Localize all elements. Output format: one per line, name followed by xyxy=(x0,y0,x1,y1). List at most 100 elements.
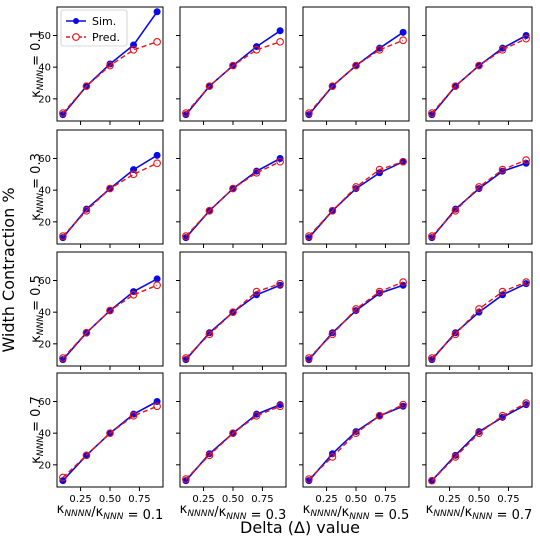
pred-point xyxy=(106,306,114,315)
pred-point xyxy=(451,330,460,339)
pred-line xyxy=(185,283,281,359)
label-part: κ xyxy=(29,456,44,464)
panel-r1-c2 xyxy=(176,6,287,125)
row-label: κNNN = 0.1 xyxy=(29,30,46,98)
x-tick-label: 0.25 xyxy=(192,494,214,505)
sim-line xyxy=(185,403,281,482)
pred-point xyxy=(182,109,190,117)
pred-line xyxy=(431,402,527,482)
pred-point xyxy=(252,168,261,177)
pred-point xyxy=(276,402,284,411)
pred-point xyxy=(451,82,460,91)
label-part: κ xyxy=(29,335,44,343)
panel-r1-c4 xyxy=(422,6,533,125)
y-tick-label: 40 xyxy=(38,308,51,319)
pred-point xyxy=(82,328,91,337)
y-tick-label: 20 xyxy=(38,460,51,471)
pred-point xyxy=(498,287,507,296)
pred-point xyxy=(305,109,313,117)
pred-point xyxy=(129,170,138,179)
label-part: = 0.3 xyxy=(29,153,44,193)
pred-point xyxy=(276,279,284,288)
label-part: /κ xyxy=(337,505,349,520)
label-part: /κ xyxy=(214,505,226,520)
pred-line xyxy=(62,405,158,479)
label-part: κ xyxy=(29,213,44,221)
pred-point xyxy=(252,287,261,296)
label-subscript: NNNN xyxy=(187,509,214,519)
column-label: κNNNN/κNNN = 0.7 xyxy=(426,502,533,523)
sim-point xyxy=(153,275,161,283)
pred-point xyxy=(475,183,483,191)
label-subscript: NNN xyxy=(36,70,46,90)
y-tick-label: 40 xyxy=(38,186,51,197)
pred-line xyxy=(185,41,281,114)
pred-point xyxy=(522,278,530,286)
pred-point xyxy=(276,157,284,166)
column-label: κNNNN/κNNN = 0.5 xyxy=(303,502,410,523)
pred-line xyxy=(431,159,527,237)
pred-point xyxy=(399,157,407,166)
label-subscript: NNN xyxy=(36,315,46,335)
sim-line xyxy=(185,157,281,239)
pred-point xyxy=(182,475,190,483)
pred-point xyxy=(59,473,67,482)
label-subscript: NNN xyxy=(36,436,46,456)
pred-point xyxy=(205,82,214,91)
column-label: κNNNN/κNNN = 0.3 xyxy=(180,502,287,523)
y-tick-label: 20 xyxy=(38,94,51,105)
pred-point xyxy=(399,36,407,45)
panel-r4-c2: 0.25 0.50 0.75 xyxy=(176,372,287,505)
sim-line xyxy=(308,160,404,239)
pred-point xyxy=(375,411,384,420)
sim-point xyxy=(399,28,407,36)
pred-point xyxy=(428,476,436,485)
x-tick-label: 0.25 xyxy=(438,494,460,505)
pred-point xyxy=(428,232,436,240)
x-tick-label: 0.25 xyxy=(315,494,337,505)
row-label: κNNN = 0.3 xyxy=(29,153,46,221)
pred-point xyxy=(129,290,138,299)
label-subscript: NNNN xyxy=(64,509,91,519)
panel-r1-c1: 20 40 60 xyxy=(38,6,164,125)
pred-point xyxy=(328,453,337,461)
pred-point xyxy=(229,61,237,70)
pred-point xyxy=(153,281,161,290)
pred-point xyxy=(451,453,460,461)
pred-point xyxy=(82,82,91,91)
pred-line xyxy=(62,41,158,114)
pred-point xyxy=(428,109,436,117)
label-subscript: NNN xyxy=(472,512,492,522)
pred-point xyxy=(305,475,313,483)
pred-point xyxy=(451,206,460,215)
panel-r4-c4: 0.25 0.50 0.75 xyxy=(422,372,533,505)
panel-r3-c1: 20 40 60 xyxy=(38,251,164,370)
panel-r3-c4 xyxy=(422,251,533,370)
pred-point xyxy=(82,451,91,460)
pred-point xyxy=(182,232,190,240)
sim-line xyxy=(62,400,158,482)
pred-point xyxy=(399,278,407,286)
sim-point xyxy=(153,8,161,16)
panel-r4-c3: 0.25 0.50 0.75 xyxy=(299,372,410,505)
pred-point xyxy=(498,165,507,174)
pred-point xyxy=(352,183,360,191)
legend-pred-label: Pred. xyxy=(92,31,120,44)
sim-line xyxy=(431,282,527,361)
sim-line xyxy=(431,34,527,116)
pred-line xyxy=(308,281,404,359)
sim-line xyxy=(308,405,404,482)
label-part: /κ xyxy=(460,505,472,520)
y-axis-label: Width Contraction % xyxy=(0,187,18,352)
pred-point xyxy=(522,399,530,407)
pred-point xyxy=(59,232,67,240)
y-tick-label: 20 xyxy=(38,217,51,228)
pred-line xyxy=(62,162,158,237)
x-tick-label: 0.75 xyxy=(497,494,519,505)
pred-point xyxy=(106,429,114,438)
pred-point xyxy=(106,61,114,70)
panel-r2-c4 xyxy=(422,129,533,248)
panel-r4-c1: 20 40 60 0.25 0.50 0.75 xyxy=(38,372,164,505)
label-subscript: NNN xyxy=(226,512,246,522)
